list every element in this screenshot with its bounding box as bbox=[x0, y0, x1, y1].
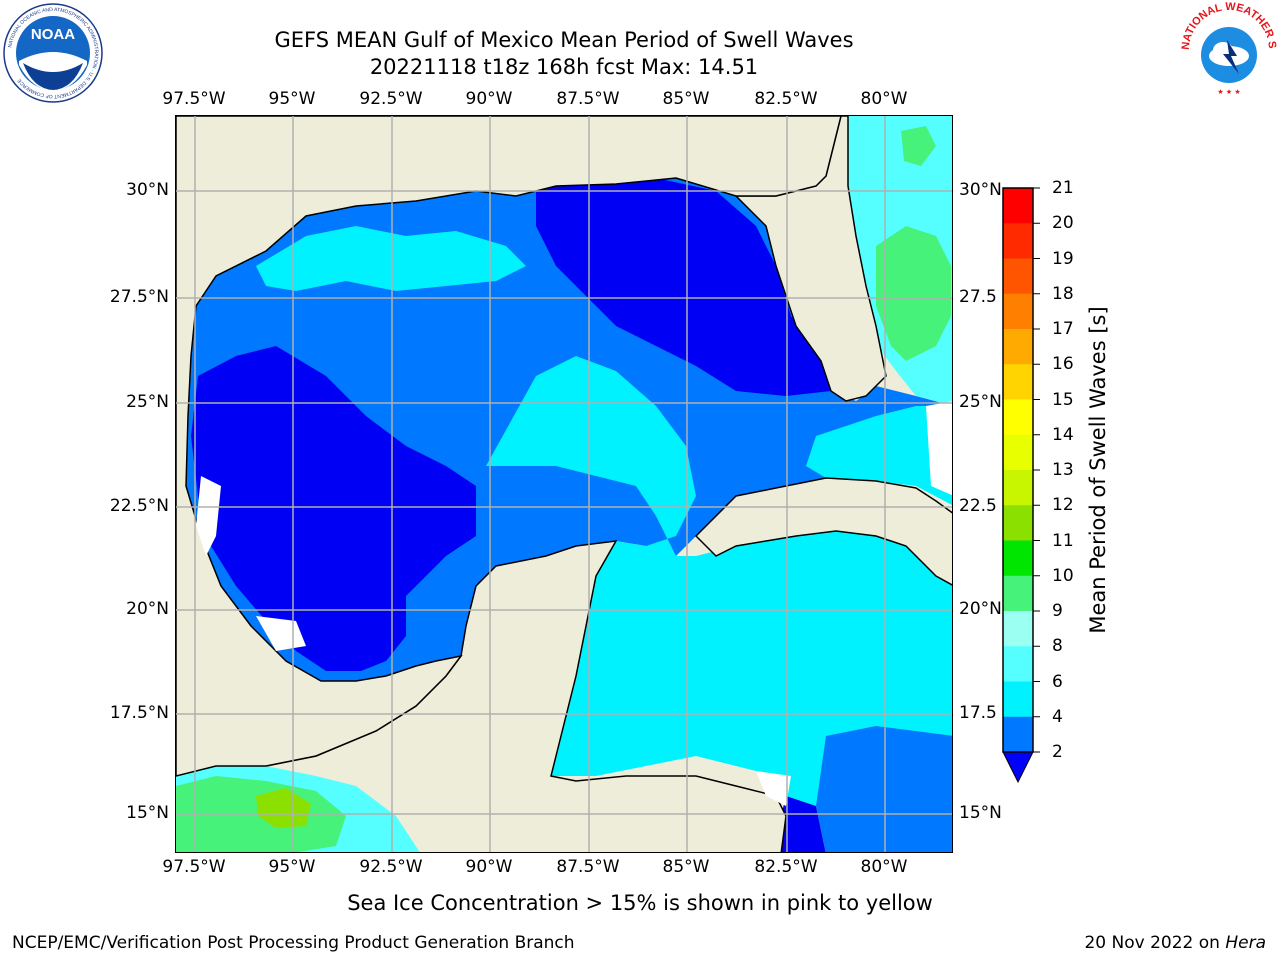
colorbar-tick-label: 15 bbox=[1052, 389, 1074, 410]
colorbar-segment bbox=[1003, 258, 1033, 295]
lat-label-right: 17.5 bbox=[959, 703, 997, 723]
lat-label-left: 27.5°N bbox=[109, 287, 169, 307]
colorbar-segment bbox=[1003, 505, 1033, 541]
lon-label-bottom: 87.5°W bbox=[556, 857, 620, 877]
gulf-water-cyan-north bbox=[256, 226, 526, 291]
colorbar-segment bbox=[1003, 329, 1033, 365]
colorbar-segment bbox=[1003, 716, 1033, 753]
swell-period-map bbox=[176, 116, 952, 852]
no-data-patch bbox=[196, 476, 221, 556]
lon-label-top: 87.5°W bbox=[556, 89, 620, 109]
colorbar-tick-label: 21 bbox=[1052, 178, 1074, 198]
lon-label-top: 92.5°W bbox=[359, 89, 423, 109]
colorbar-segment bbox=[1003, 223, 1033, 259]
gulf-coast-north bbox=[176, 116, 842, 777]
atlantic-water-green-2 bbox=[901, 126, 936, 166]
lat-label-left: 20°N bbox=[126, 599, 169, 619]
noaa-logo-text: NOAA bbox=[31, 26, 75, 43]
colorbar-segment bbox=[1003, 575, 1033, 612]
lat-label-right: 20°N bbox=[959, 599, 1002, 619]
colorbar-tick-label: 9 bbox=[1052, 601, 1063, 621]
caribbean-mid-blue bbox=[816, 726, 952, 852]
gulf-water-dark-blue-west bbox=[191, 346, 476, 671]
lon-label-bottom: 80°W bbox=[860, 857, 908, 877]
colorbar-segment bbox=[1003, 646, 1033, 682]
host-name: Hera bbox=[1225, 933, 1266, 953]
lon-label-top: 80°W bbox=[860, 89, 908, 109]
atlantic-water-green bbox=[876, 226, 951, 361]
colorbar-segment bbox=[1003, 540, 1033, 577]
lat-label-left: 22.5°N bbox=[109, 496, 169, 516]
colorbar-tick-label: 11 bbox=[1052, 530, 1074, 551]
map-title: GEFS MEAN Gulf of Mexico Mean Period of … bbox=[274, 28, 854, 52]
lon-label-bottom: 92.5°W bbox=[359, 857, 423, 877]
colorbar-tick-label: 4 bbox=[1052, 706, 1063, 727]
colorbar-tick-label: 14 bbox=[1052, 424, 1074, 445]
colorbar-tick-label: 10 bbox=[1052, 565, 1074, 586]
pacific-water-yellowgreen bbox=[256, 788, 311, 828]
colorbar bbox=[1002, 187, 1040, 784]
colorbar-tick-label: 6 bbox=[1052, 671, 1063, 692]
caribbean-dark-blue bbox=[776, 796, 826, 852]
gulf-water-dark-blue-east bbox=[536, 178, 831, 396]
cuba-land bbox=[694, 477, 952, 586]
lon-label-bottom: 90°W bbox=[465, 857, 513, 877]
colorbar-segment bbox=[1003, 611, 1033, 647]
lon-label-bottom: 85°W bbox=[662, 857, 710, 877]
lat-label-right: 22.5 bbox=[959, 496, 997, 516]
svg-text:★ ★ ★: ★ ★ ★ bbox=[1217, 88, 1240, 96]
lon-label-top: 82.5°W bbox=[754, 89, 818, 109]
colorbar-segment bbox=[1003, 399, 1033, 436]
lon-label-bottom: 97.5°W bbox=[162, 857, 226, 877]
colorbar-tick-label: 8 bbox=[1052, 636, 1063, 657]
date-stamp: 20 Nov 2022 on Hera bbox=[1084, 933, 1266, 953]
lat-label-left: 17.5°N bbox=[109, 703, 169, 723]
noaa-logo-icon: NOAA NATIONAL OCEANIC AND ATMOSPHERIC AD… bbox=[3, 3, 103, 103]
lat-label-right: 27.5 bbox=[959, 287, 997, 307]
colorbar-segment bbox=[1003, 681, 1033, 718]
colorbar-extend-triangle bbox=[1002, 751, 1034, 784]
credit-line: NCEP/EMC/Verification Post Processing Pr… bbox=[12, 933, 575, 953]
gulf-water-cyan-southeast bbox=[486, 356, 952, 816]
lon-label-top: 97.5°W bbox=[162, 89, 226, 109]
colorbar-segment bbox=[1003, 188, 1033, 224]
colorbar-segment bbox=[1003, 434, 1033, 471]
colorbar-tick-label: 13 bbox=[1052, 460, 1074, 480]
lon-label-top: 85°W bbox=[662, 89, 710, 109]
lat-label-left: 30°N bbox=[126, 180, 169, 200]
colorbar-tick-label: 18 bbox=[1052, 283, 1074, 304]
colorbar-segment bbox=[1003, 470, 1033, 506]
map-panel bbox=[175, 115, 953, 853]
no-data-patch bbox=[926, 401, 952, 496]
lon-label-bottom: 82.5°W bbox=[754, 857, 818, 877]
lat-label-left: 25°N bbox=[126, 392, 169, 412]
colorbar-tick-label: 17 bbox=[1052, 319, 1074, 339]
lon-label-top: 95°W bbox=[268, 89, 316, 109]
lon-label-top: 90°W bbox=[465, 89, 513, 109]
colorbar-tick-label: 19 bbox=[1052, 248, 1074, 269]
colorbar-title: Mean Period of Swell Waves [s] bbox=[1086, 306, 1110, 634]
lat-label-left: 15°N bbox=[126, 803, 169, 823]
colorbar-segment bbox=[1003, 293, 1033, 330]
lon-label-bottom: 95°W bbox=[268, 857, 316, 877]
no-data-patch bbox=[756, 771, 791, 806]
map-gridlines bbox=[176, 116, 952, 852]
colorbar-tick-label: 12 bbox=[1052, 495, 1074, 516]
colorbar-tick-label: 20 bbox=[1052, 213, 1074, 234]
straits-water-cyan bbox=[806, 406, 952, 505]
footer-note: Sea Ice Concentration > 15% is shown in … bbox=[347, 891, 933, 915]
colorbar-segment bbox=[1003, 364, 1033, 400]
colorbar-tick-label: 16 bbox=[1052, 354, 1074, 375]
lat-label-right: 25°N bbox=[959, 392, 1002, 412]
lat-label-right: 30°N bbox=[959, 180, 1002, 200]
map-subtitle: 20221118 t18z 168h fcst Max: 14.51 bbox=[369, 55, 759, 79]
colorbar-tick-label: 2 bbox=[1052, 742, 1063, 762]
nws-logo-icon: NATIONAL WEATHER SERVICE ★ ★ ★ bbox=[1179, 0, 1278, 98]
lat-label-right: 15°N bbox=[959, 803, 1002, 823]
